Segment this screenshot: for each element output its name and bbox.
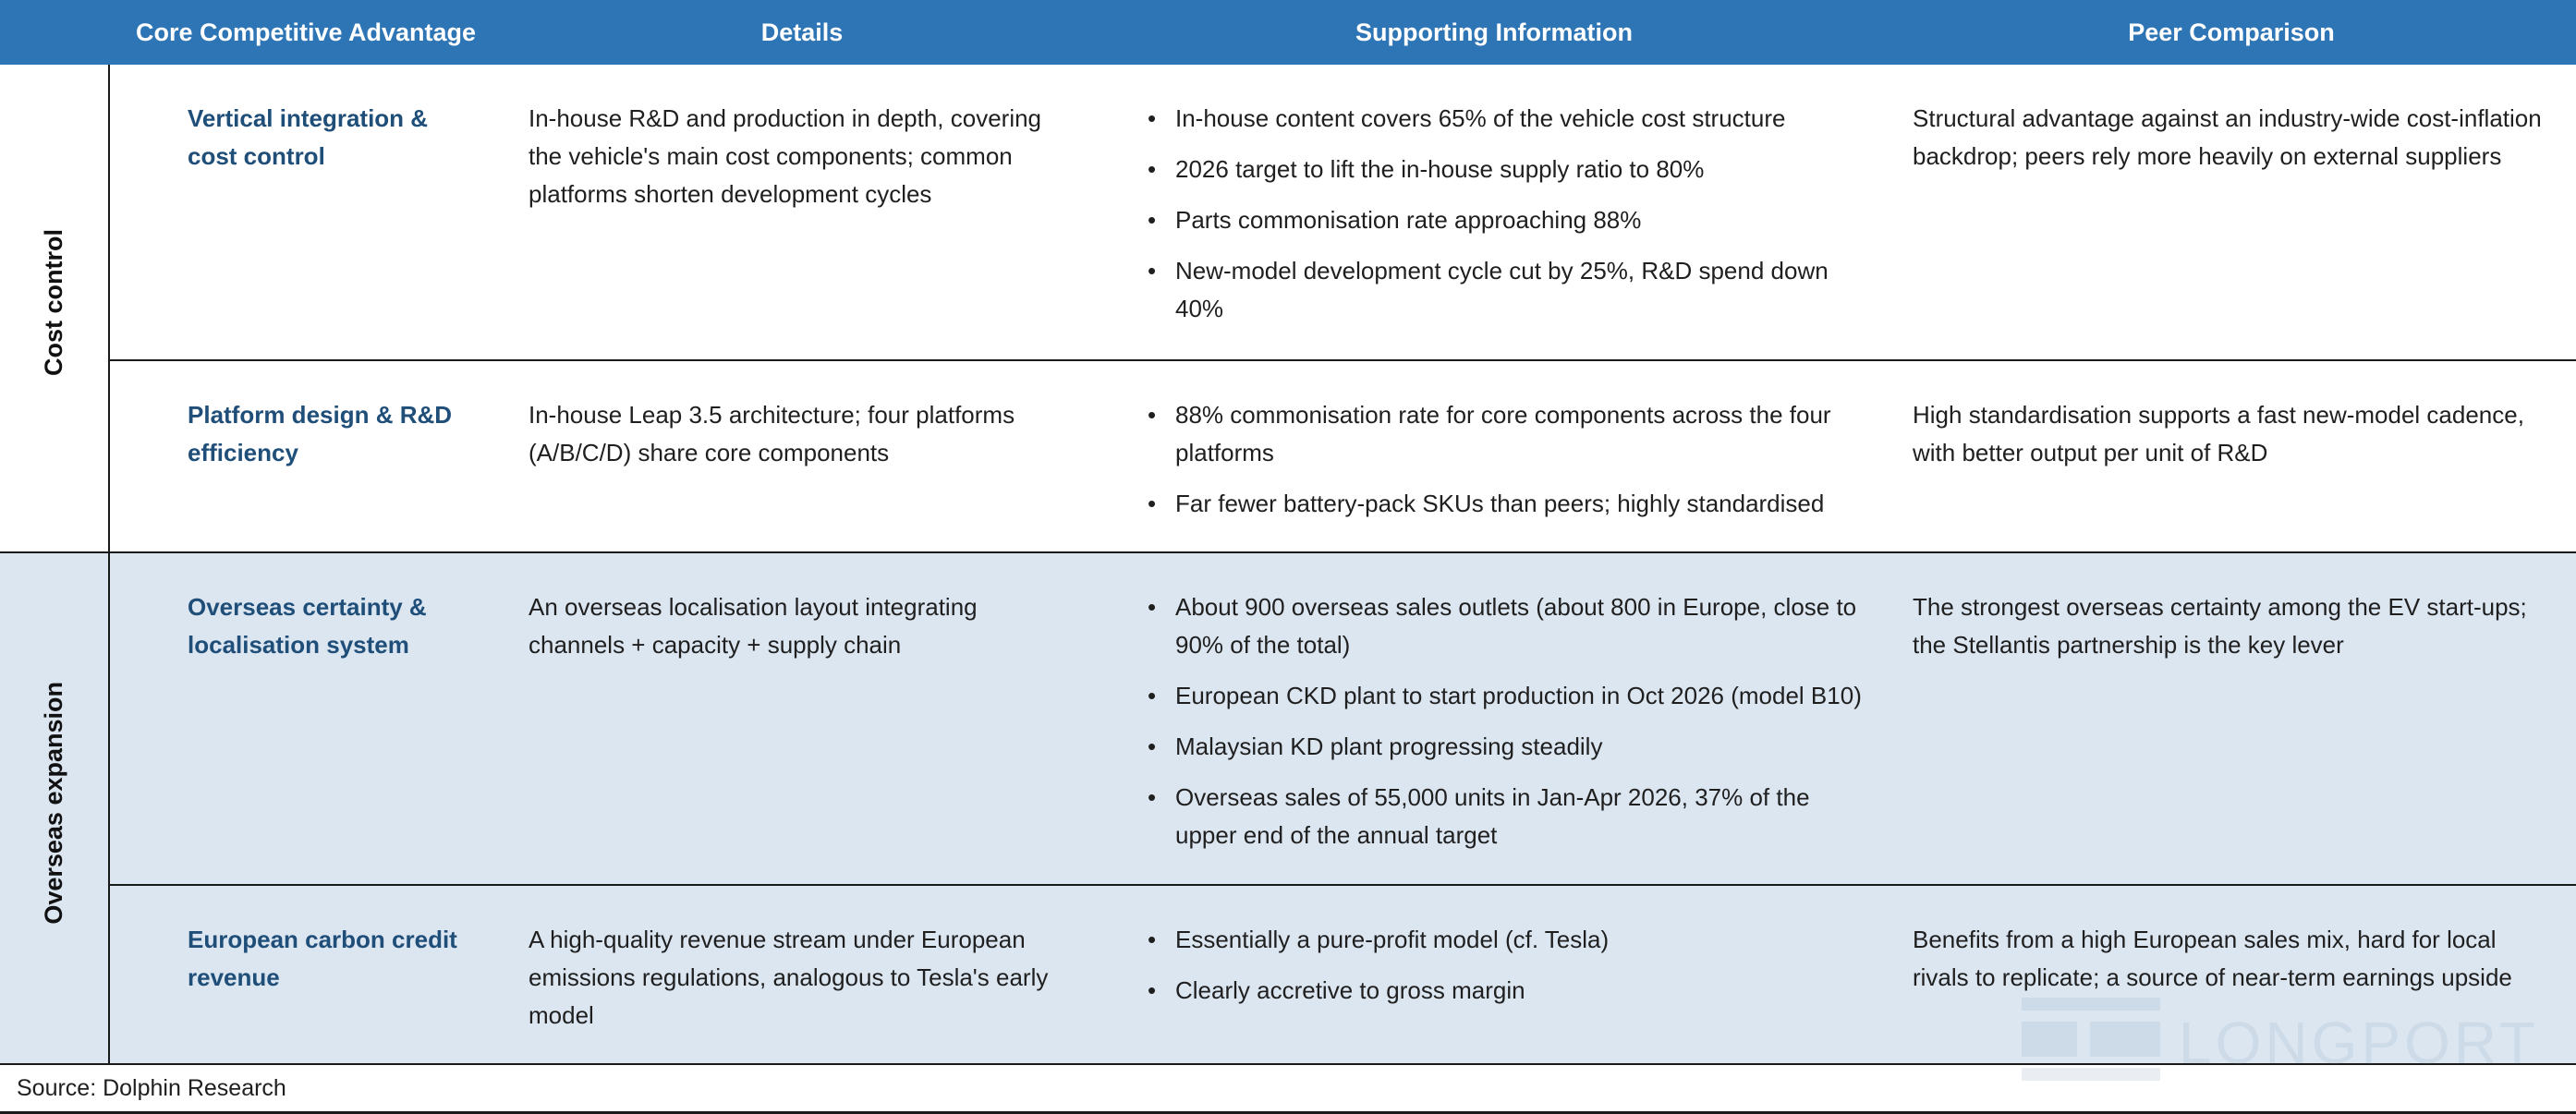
group-label: Cost control [40, 229, 67, 376]
advantage-cell: European carbon credit revenue [109, 885, 503, 1065]
list-item: • Clearly accretive to gross margin [1148, 972, 1865, 1010]
bullet-icon: • [1148, 976, 1157, 1004]
group-cost-control: Cost control [0, 65, 110, 553]
header-supporting: Supporting Information [1101, 0, 1887, 65]
bullet-icon: • [1148, 490, 1157, 517]
watermark: LONGPORT [2022, 988, 2539, 1090]
list-item: • In-house content covers 65% of the vehi… [1148, 100, 1865, 138]
supporting-cell: • In-house content covers 65% of the vehi… [1101, 65, 1887, 361]
bullet-icon: • [1148, 682, 1157, 709]
header-advantage: Core Competitive Advantage [109, 0, 503, 65]
list-item: • Essentially a pure-profit model (cf. Te… [1148, 921, 1865, 959]
list-item: • Overseas sales of 55,000 units in Jan-A… [1148, 779, 1865, 854]
advantage-cell: Overseas certainty & localisation system [109, 552, 503, 886]
details-cell: A high-quality revenue stream under Euro… [503, 885, 1101, 1065]
bullet-icon: • [1148, 593, 1157, 621]
list-item: • European CKD plant to start production … [1148, 677, 1865, 715]
details-cell: In-house R&D and production in depth, co… [503, 65, 1101, 361]
list-item: • 88% commonisation rate for core compone… [1148, 396, 1865, 472]
table-row: European carbon credit revenue A high-qu… [0, 885, 2576, 1065]
peer-cell: High standardisation supports a fast new… [1887, 360, 2576, 553]
peer-cell: Structural advantage against an industry… [1887, 65, 2576, 361]
supporting-cell: • About 900 overseas sales outlets (about… [1101, 552, 1887, 886]
list-item: • About 900 overseas sales outlets (about… [1148, 588, 1865, 664]
list-item: • Malaysian KD plant progressing steadily [1148, 728, 1865, 766]
group-overseas-expansion: Overseas expansion [0, 552, 110, 1065]
header-details: Details [503, 0, 1101, 65]
table-header-row: Core Competitive Advantage Details Suppo… [0, 0, 2576, 65]
list-item: • 2026 target to lift the in-house supply… [1148, 151, 1865, 188]
table-row: Platform design & R&D efficiency In-hous… [0, 360, 2576, 553]
supporting-cell: • 88% commonisation rate for core compone… [1101, 360, 1887, 553]
advantage-cell: Platform design & R&D efficiency [109, 360, 503, 553]
supporting-cell: • Essentially a pure-profit model (cf. Te… [1101, 885, 1887, 1065]
bullet-icon: • [1148, 155, 1157, 183]
bullet-icon: • [1148, 926, 1157, 953]
header-group [0, 0, 109, 65]
list-item: • New-model development cycle cut by 25%,… [1148, 252, 1865, 328]
advantage-cell: Vertical integration & cost control [109, 65, 503, 361]
bullet-icon: • [1148, 206, 1157, 234]
bullet-icon: • [1148, 783, 1157, 811]
watermark-text: LONGPORT [2179, 1010, 2539, 1076]
list-item: • Far fewer battery-pack SKUs than peers;… [1148, 485, 1865, 523]
peer-cell: The strongest overseas certainty among t… [1887, 552, 2576, 886]
details-cell: In-house Leap 3.5 architecture; four pla… [503, 360, 1101, 553]
table-row: Overseas expansion Overseas certainty & … [0, 552, 2576, 1065]
group-label: Overseas expansion [40, 681, 67, 925]
table-row: Cost control Vertical integration & cost… [0, 65, 2576, 553]
list-item: • Parts commonisation rate approaching 88… [1148, 201, 1865, 239]
details-cell: An overseas localisation layout integrat… [503, 552, 1101, 886]
peer-cell: Benefits from a high European sales mix,… [1887, 885, 2576, 1065]
advantages-table: Core Competitive Advantage Details Suppo… [0, 0, 2576, 1065]
header-peer: Peer Comparison [1887, 0, 2576, 65]
bullet-icon: • [1148, 733, 1157, 760]
bullet-icon: • [1148, 401, 1157, 429]
watermark-logo-icon [2022, 998, 2160, 1081]
bullet-icon: • [1148, 104, 1157, 132]
bullet-icon: • [1148, 257, 1157, 285]
